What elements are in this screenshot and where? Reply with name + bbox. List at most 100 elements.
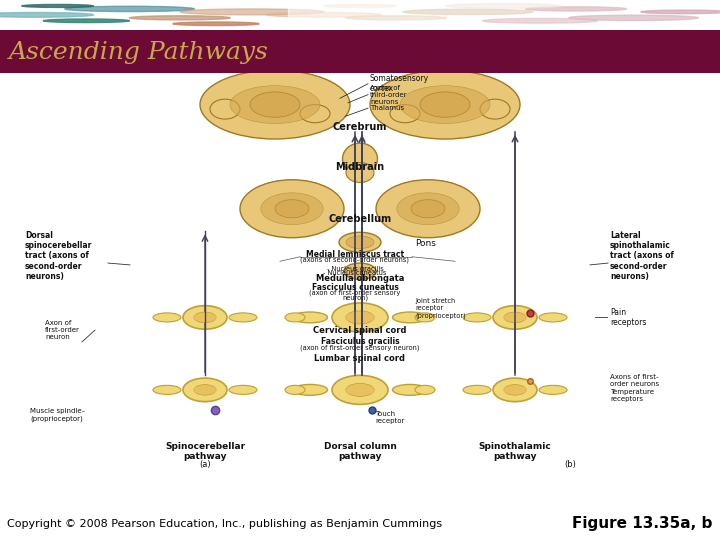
Circle shape bbox=[65, 6, 194, 11]
Circle shape bbox=[130, 16, 230, 20]
Text: Cerebrum: Cerebrum bbox=[333, 122, 387, 132]
Ellipse shape bbox=[300, 105, 330, 123]
Text: Axon of
first-order
neuron: Axon of first-order neuron bbox=[45, 320, 80, 340]
Circle shape bbox=[641, 10, 720, 14]
Ellipse shape bbox=[392, 312, 428, 323]
Ellipse shape bbox=[208, 387, 217, 393]
Circle shape bbox=[22, 4, 94, 8]
Ellipse shape bbox=[183, 306, 227, 329]
Ellipse shape bbox=[153, 313, 181, 322]
Ellipse shape bbox=[518, 387, 527, 393]
Circle shape bbox=[324, 4, 396, 8]
Text: Fasciculus cuneatus: Fasciculus cuneatus bbox=[312, 283, 398, 292]
Ellipse shape bbox=[503, 314, 512, 320]
Circle shape bbox=[346, 16, 446, 20]
Text: Pons: Pons bbox=[415, 239, 436, 248]
Text: Medial lemniscus tract: Medial lemniscus tract bbox=[306, 249, 404, 259]
Text: Spinocerebellar
pathway: Spinocerebellar pathway bbox=[165, 442, 245, 461]
Ellipse shape bbox=[493, 378, 537, 402]
Text: (axon of first-order sensory neuron): (axon of first-order sensory neuron) bbox=[300, 344, 420, 350]
Ellipse shape bbox=[250, 92, 300, 117]
Circle shape bbox=[526, 7, 626, 11]
Ellipse shape bbox=[415, 313, 435, 322]
Ellipse shape bbox=[346, 383, 374, 396]
Text: neuron): neuron) bbox=[342, 294, 368, 301]
Ellipse shape bbox=[539, 313, 567, 322]
Text: Axons of first-
order neurons: Axons of first- order neurons bbox=[610, 374, 659, 387]
Ellipse shape bbox=[400, 86, 490, 124]
Ellipse shape bbox=[420, 92, 470, 117]
Ellipse shape bbox=[193, 387, 202, 393]
Text: Axons of
third-order
neurons: Axons of third-order neurons bbox=[370, 85, 408, 105]
Text: - Nucleus cuneatus: - Nucleus cuneatus bbox=[323, 270, 387, 276]
Circle shape bbox=[482, 18, 598, 23]
Text: Dorsal column
pathway: Dorsal column pathway bbox=[323, 442, 397, 461]
Ellipse shape bbox=[193, 314, 202, 320]
Ellipse shape bbox=[285, 386, 305, 394]
Text: Pain
receptors: Pain receptors bbox=[610, 308, 647, 327]
Ellipse shape bbox=[345, 314, 356, 321]
Text: Temperature
receptors: Temperature receptors bbox=[610, 389, 654, 402]
Ellipse shape bbox=[346, 236, 374, 248]
Ellipse shape bbox=[346, 163, 374, 183]
Text: Thalamus: Thalamus bbox=[370, 105, 404, 111]
Ellipse shape bbox=[346, 311, 374, 324]
Ellipse shape bbox=[229, 313, 257, 322]
Ellipse shape bbox=[153, 386, 181, 394]
Text: Ascending Pathways: Ascending Pathways bbox=[9, 40, 269, 64]
Ellipse shape bbox=[397, 193, 459, 225]
Ellipse shape bbox=[344, 263, 376, 279]
Ellipse shape bbox=[194, 312, 216, 323]
Ellipse shape bbox=[332, 303, 388, 332]
Text: - Nucleus gracilis: - Nucleus gracilis bbox=[327, 266, 383, 272]
Ellipse shape bbox=[503, 387, 512, 393]
Text: (axons of second-order neurons): (axons of second-order neurons) bbox=[300, 256, 410, 262]
Text: (b): (b) bbox=[564, 460, 576, 469]
Ellipse shape bbox=[390, 105, 420, 123]
Ellipse shape bbox=[200, 70, 350, 139]
Ellipse shape bbox=[275, 200, 309, 218]
Text: Cerebellum: Cerebellum bbox=[328, 214, 392, 224]
Ellipse shape bbox=[364, 386, 375, 394]
Ellipse shape bbox=[411, 200, 445, 218]
Ellipse shape bbox=[285, 313, 305, 322]
Circle shape bbox=[569, 15, 698, 21]
Circle shape bbox=[173, 22, 259, 25]
Ellipse shape bbox=[183, 378, 227, 402]
Text: (axon of first-order sensory: (axon of first-order sensory bbox=[310, 290, 400, 296]
Ellipse shape bbox=[230, 86, 320, 124]
Ellipse shape bbox=[339, 232, 381, 252]
Ellipse shape bbox=[504, 384, 526, 395]
Ellipse shape bbox=[292, 384, 328, 395]
Ellipse shape bbox=[392, 384, 428, 395]
Ellipse shape bbox=[376, 180, 480, 238]
Ellipse shape bbox=[504, 312, 526, 323]
Ellipse shape bbox=[518, 314, 527, 320]
Text: Touch
receptor: Touch receptor bbox=[375, 410, 405, 423]
Ellipse shape bbox=[194, 384, 216, 395]
Circle shape bbox=[403, 9, 533, 15]
Text: Spinothalamic
pathway: Spinothalamic pathway bbox=[479, 442, 552, 461]
Text: Dorsal
spinocerebellar
tract (axons of
second-order
neurons): Dorsal spinocerebellar tract (axons of s… bbox=[25, 231, 92, 281]
Circle shape bbox=[43, 19, 130, 23]
Circle shape bbox=[180, 9, 324, 15]
Ellipse shape bbox=[539, 386, 567, 394]
Ellipse shape bbox=[493, 306, 537, 329]
Ellipse shape bbox=[350, 266, 370, 276]
Circle shape bbox=[446, 4, 562, 8]
Text: Cervical spinal cord: Cervical spinal cord bbox=[313, 326, 407, 335]
Ellipse shape bbox=[261, 193, 323, 225]
Text: Midbrain: Midbrain bbox=[336, 162, 384, 172]
Ellipse shape bbox=[292, 312, 328, 323]
Ellipse shape bbox=[208, 314, 217, 320]
Text: Figure 13.35a, b: Figure 13.35a, b bbox=[572, 516, 713, 531]
Ellipse shape bbox=[463, 386, 491, 394]
Ellipse shape bbox=[370, 70, 520, 139]
Text: Copyright © 2008 Pearson Education, Inc., publishing as Benjamin Cummings: Copyright © 2008 Pearson Education, Inc.… bbox=[7, 519, 442, 529]
Text: (a): (a) bbox=[199, 460, 211, 469]
Ellipse shape bbox=[240, 180, 344, 238]
Ellipse shape bbox=[364, 314, 375, 321]
Text: Muscle spindle–
(proprioceptor): Muscle spindle– (proprioceptor) bbox=[30, 408, 85, 422]
Text: Lateral
spinothalamic
tract (axons of
second-order
neurons): Lateral spinothalamic tract (axons of se… bbox=[610, 231, 674, 281]
Ellipse shape bbox=[345, 386, 356, 394]
